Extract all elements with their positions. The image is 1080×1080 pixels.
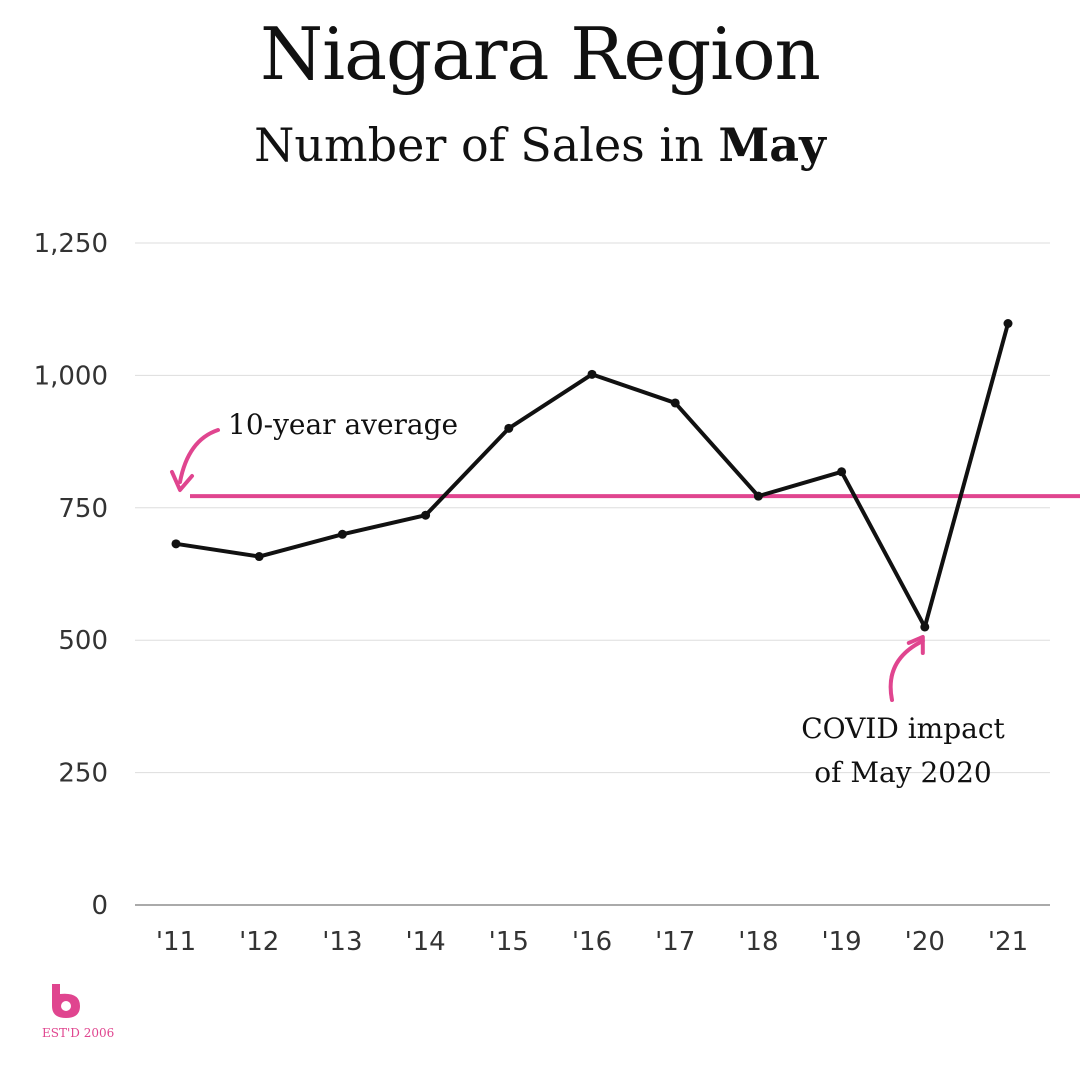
x-tick-label: '15	[489, 927, 529, 957]
data-point	[504, 423, 514, 433]
x-tick-label: '19	[821, 927, 861, 957]
series-layer	[171, 318, 1013, 632]
y-tick-label: 250	[58, 759, 108, 789]
covid-arrowhead-icon	[906, 634, 925, 655]
covid-annotation-line2: of May 2020	[814, 756, 991, 789]
x-tick-label: '12	[239, 927, 279, 957]
average-annotation-label: 10-year average	[228, 408, 458, 441]
x-tick-label: '16	[572, 927, 612, 957]
x-axis-ticks: '11 '12 '13 '14 '15 '16 '17 '18 '19 '20 '21	[156, 927, 1028, 957]
y-tick-label: 1,250	[34, 229, 108, 259]
data-point	[171, 539, 181, 549]
data-point	[670, 398, 680, 408]
series-line	[175, 322, 1010, 629]
x-tick-label: '17	[655, 927, 695, 957]
data-point	[587, 369, 597, 379]
annotation-layer: 10-year average COVID impact of May 2020	[170, 408, 1006, 789]
data-point	[421, 510, 431, 520]
y-tick-label: 500	[58, 626, 108, 656]
chart-title: Niagara Region	[260, 12, 821, 96]
subtitle-prefix: Number of Sales in	[254, 118, 719, 172]
brand-logo: EST'D 2006	[42, 980, 115, 1040]
b-logo-icon	[52, 984, 80, 1018]
average-arrow-icon	[178, 428, 220, 484]
y-tick-label: 1,000	[34, 361, 108, 391]
data-point	[337, 529, 347, 539]
covid-annotation-line1: COVID impact	[801, 712, 1005, 745]
data-point	[753, 491, 763, 501]
logo-text: EST'D 2006	[42, 1026, 115, 1040]
x-tick-label: '21	[988, 927, 1028, 957]
covid-arrow-icon	[888, 638, 925, 702]
data-point	[837, 467, 847, 477]
data-point	[1003, 318, 1013, 328]
x-tick-label: '13	[322, 927, 362, 957]
y-axis-ticks: 0 250 500 750 1,000 1,250	[34, 229, 108, 921]
x-tick-label: '11	[156, 927, 196, 957]
y-tick-label: 750	[58, 494, 108, 524]
y-tick-label: 0	[91, 891, 108, 921]
data-point	[254, 552, 264, 562]
x-tick-label: '18	[738, 927, 778, 957]
subtitle-bold: May	[718, 118, 826, 172]
grid-layer	[135, 242, 1050, 906]
x-tick-label: '20	[905, 927, 945, 957]
chart-subtitle: Number of Sales in May	[0, 118, 1080, 172]
data-point	[920, 622, 930, 632]
average-arrowhead-icon	[170, 470, 194, 492]
x-tick-label: '14	[405, 927, 445, 957]
